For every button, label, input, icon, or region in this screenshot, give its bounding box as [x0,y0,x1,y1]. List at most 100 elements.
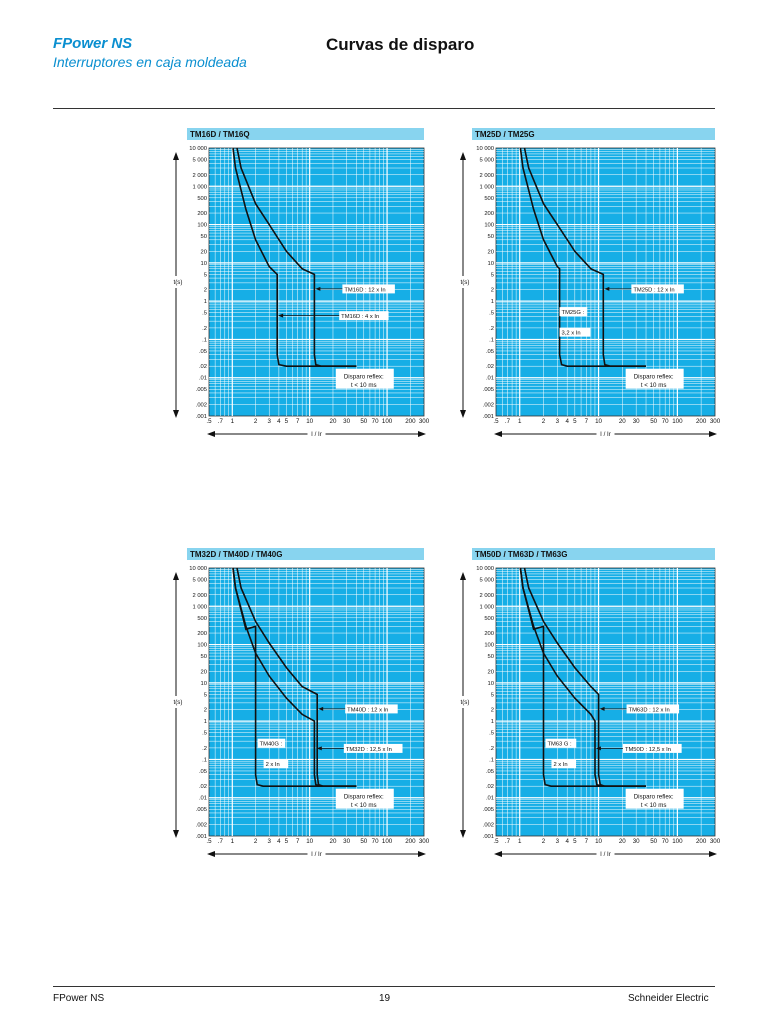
y-tick-label: 20 [201,669,207,675]
y-tick-label: 100 [484,643,494,649]
x-tick-label: 4 [565,838,569,845]
y-tick-label: .2 [202,746,207,752]
x-tick-label: 50 [650,418,657,425]
grid [496,568,715,836]
x-tick-label: 300 [710,418,721,425]
x-tick-label: .5 [493,418,499,425]
x-axis-label: I / Ir [311,431,322,438]
y-tick-label: 500 [197,616,207,622]
y-axis-label-bg [173,696,183,708]
x-tick-label: .5 [206,838,212,845]
y-tick-label: 1 000 [479,184,494,190]
footer-product: FPower NS [53,993,105,1004]
y-axis-label: t(s) [461,699,470,706]
y-tick-label: .1 [202,337,207,343]
curve-label: 3,2 x In [562,331,581,337]
x-tick-label: 30 [343,418,350,425]
x-axis-label: I / Ir [600,431,611,438]
y-tick-label: .1 [489,757,494,763]
x-tick-label: 100 [382,838,393,845]
x-tick-label: 200 [405,418,416,425]
plot-area [208,147,425,417]
reflex-note-box [335,788,394,809]
y-tick-label: 2 000 [479,173,494,179]
y-tick-label: .5 [489,731,494,737]
y-axis-arrowhead-down [460,830,466,838]
y-tick-label: 5 [204,692,207,698]
y-tick-label: .2 [489,746,494,752]
x-tick-label: 300 [419,418,430,425]
y-tick-label: 1 [204,299,207,305]
y-tick-label: .005 [196,387,207,393]
y-tick-label: 2 000 [192,593,207,599]
curve-label: TM50D : 12,5 x In [625,747,671,753]
y-tick-label: 10 [488,261,494,267]
trip-curve [232,147,357,368]
curve-label-box [622,743,682,753]
y-tick-label: 1 [204,719,207,725]
trip-curve [519,567,646,788]
y-axis-label-bg [460,276,470,288]
y-tick-label: .5 [489,311,494,317]
x-axis-label-bg [596,849,615,859]
y-axis-label: t(s) [174,699,183,706]
x-tick-label: 50 [650,838,657,845]
y-tick-label: 1 000 [479,604,494,610]
y-tick-label: .2 [489,326,494,332]
y-tick-label: 2 [491,288,494,294]
page-title: Curvas de disparo [326,35,475,54]
curve-label: TM16D : 12 x In [344,287,385,293]
x-tick-label: 300 [710,838,721,845]
y-tick-label: 1 [491,299,494,305]
y-tick-label: .1 [489,337,494,343]
x-tick-label: .5 [206,418,212,425]
x-tick-label: 3 [556,418,560,425]
y-tick-label: .02 [486,784,494,790]
x-axis-arrowhead-right [709,431,717,437]
y-tick-label: 10 000 [189,146,207,152]
x-tick-label: 10 [306,838,313,845]
x-tick-label: .7 [505,838,511,845]
curve-label-box [257,738,286,748]
y-tick-label: 5 [491,692,494,698]
curve-label-box [626,704,680,714]
x-tick-label: 1 [518,418,522,425]
curve-label-box [551,759,577,769]
x-tick-label: 200 [405,838,416,845]
y-tick-label: .005 [483,807,494,813]
y-axis-arrowhead-down [460,410,466,418]
y-tick-label: 2 000 [192,173,207,179]
x-tick-label: 70 [372,838,379,845]
x-axis-label-bg [596,429,615,439]
chart-title: TM50D / TM63D / TM63G [475,550,567,559]
chart-title-band [472,548,715,560]
x-tick-label: 30 [633,838,640,845]
y-tick-label: .001 [196,414,207,420]
curve-label: TM16D : 4 x In [341,314,379,320]
x-axis-arrowhead-right [418,431,426,437]
x-axis-label: I / Ir [311,851,322,858]
reflex-note-box [625,788,684,809]
y-tick-label: 50 [488,234,494,240]
y-tick-label: 50 [488,654,494,660]
reflex-note-text: t < 10 ms [351,382,377,389]
reflex-note-box [335,368,394,389]
plot-area [208,567,425,837]
header-divider [53,108,715,109]
x-axis-arrowhead-right [709,851,717,857]
curve-label: 2 x In [553,762,567,768]
trip-curve [232,567,357,788]
chart-title-band [472,128,715,140]
x-tick-label: 300 [419,838,430,845]
x-tick-label: 1 [231,838,235,845]
y-axis-label: t(s) [461,279,470,286]
x-tick-label: 3 [267,418,271,425]
y-tick-label: 50 [201,234,207,240]
y-tick-label: .001 [483,834,494,840]
chart-title-band [187,128,424,140]
x-tick-label: 2 [254,838,258,845]
y-tick-label: 10 [201,681,207,687]
chart-title-band [187,548,424,560]
